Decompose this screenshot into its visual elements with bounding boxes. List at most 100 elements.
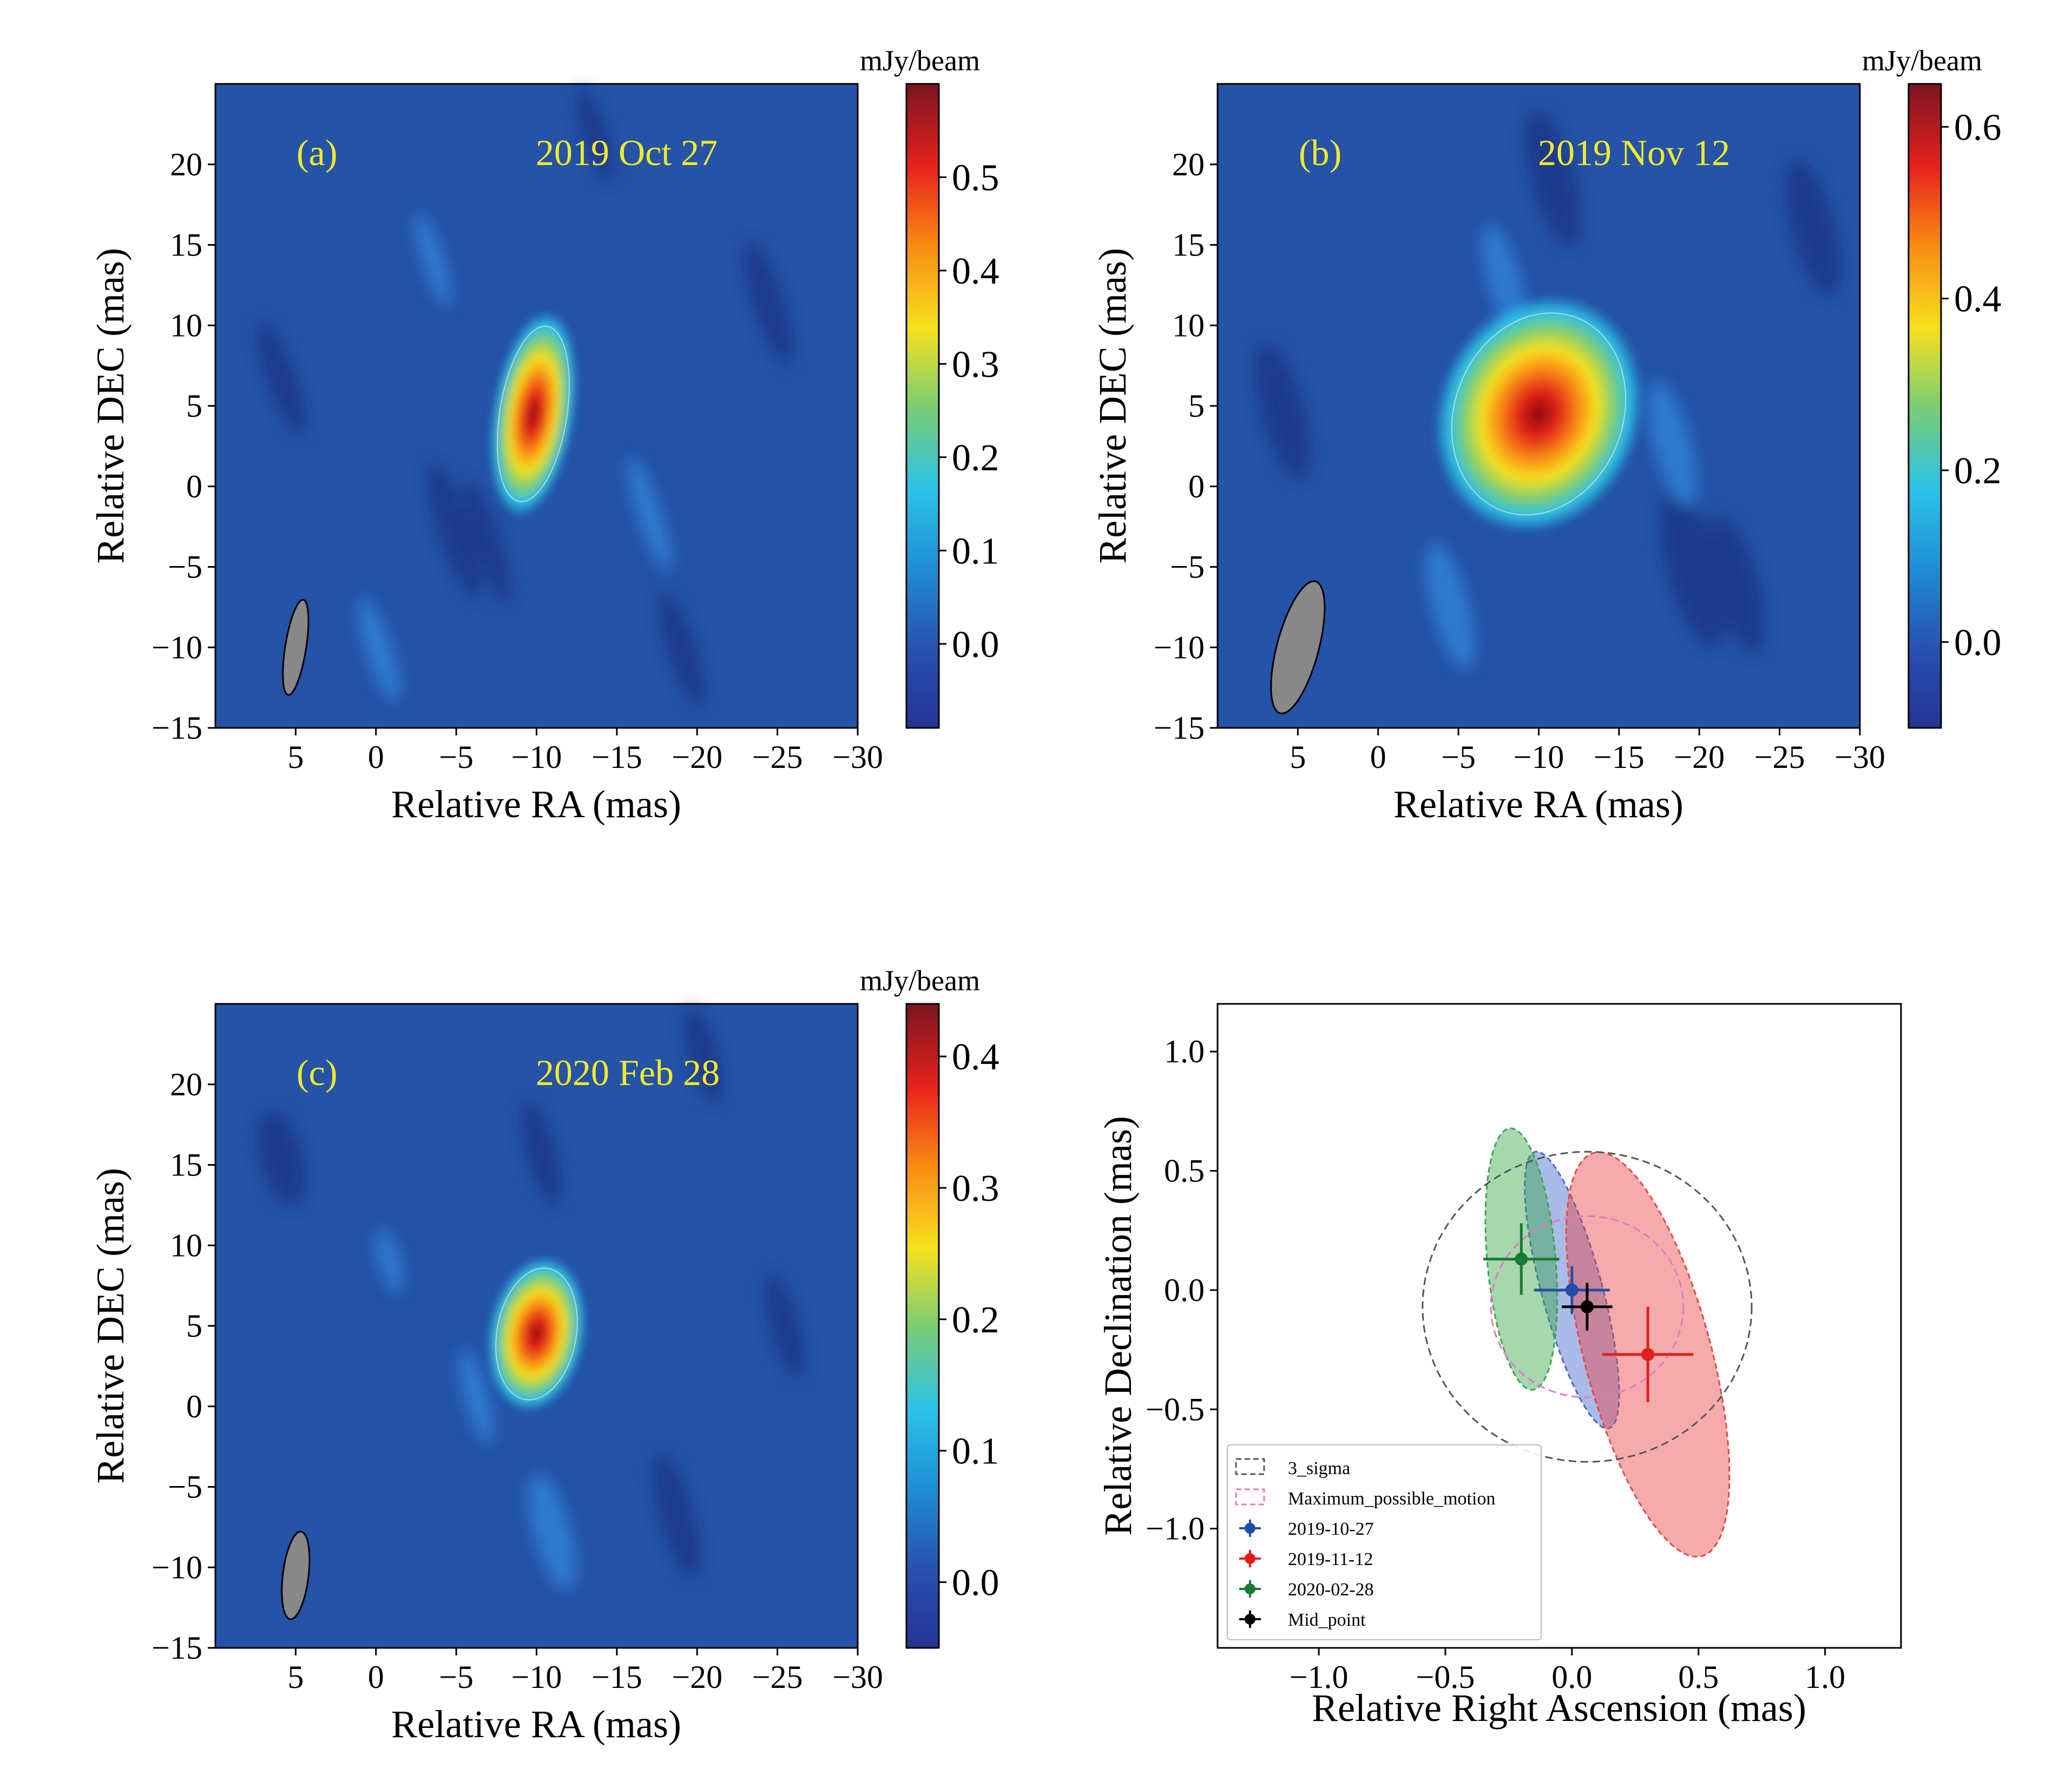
panel-a: (a) 2019 Oct 27 5 0 −5 −10 −15 −20 −25 −30 −15−… bbox=[89, 44, 999, 826]
panel-a-beam bbox=[282, 599, 310, 696]
panel-c-beam-ellipse bbox=[281, 1530, 311, 1620]
panel-c-colorbar-tick-label: 0.0 bbox=[952, 1562, 999, 1604]
panel-c-colorbar-tick-label: 0.4 bbox=[952, 1036, 999, 1078]
panel-b-source-blob bbox=[1434, 295, 1643, 533]
panel-a-xtick-label: −20 bbox=[672, 739, 722, 775]
panel-b-xlabel: Relative RA (mas) bbox=[1393, 783, 1683, 826]
panel-c-ytick-label: −5 bbox=[168, 1469, 202, 1505]
point-Mid_point bbox=[1580, 1300, 1594, 1313]
panel-a-colorbar-label: mJy/beam bbox=[860, 44, 980, 77]
panel-b-colorbar-label: mJy/beam bbox=[1862, 44, 1982, 77]
panel-b-ytick-label: −15 bbox=[1154, 710, 1205, 746]
panel-a-xticks: 5 0 −5 −10 −15 −20 −25 −30 bbox=[287, 728, 883, 775]
panel-b-colorbar-ticks: 0.0 0.2 0.4 0.6 bbox=[1941, 107, 2002, 663]
panel-d-ytick-label: −1.0 bbox=[1146, 1511, 1205, 1547]
panel-b: (b) 2019 Nov 12 5 0 −5 −10 −15 −20 −25 −30 −15−… bbox=[1091, 44, 2002, 826]
point-2019-11-12 bbox=[1641, 1348, 1655, 1361]
panel-c-source bbox=[487, 1257, 586, 1411]
panel-c-xticks: 5 0 −5 −10 −15 −20 −25 −30 bbox=[287, 1648, 883, 1695]
panel-c-colorbar: mJy/beam 0.0 0.1 0.2 0.3 0.4 bbox=[860, 964, 999, 1649]
panel-a-ylabel: Relative DEC (mas) bbox=[89, 248, 132, 564]
panel-c-source-contour bbox=[495, 1267, 578, 1401]
panel-b-ytick-label: 20 bbox=[1172, 147, 1205, 182]
circle-maximum_possible_motion bbox=[1490, 1215, 1685, 1398]
panel-c-noise bbox=[256, 1008, 805, 1589]
panel-c-colorbar-tick-label: 0.2 bbox=[952, 1299, 999, 1341]
panel-a-date: 2019 Oct 27 bbox=[536, 132, 718, 173]
panel-b-ytick-label: 5 bbox=[1188, 388, 1205, 424]
panel-b-xtick-label: 0 bbox=[1370, 739, 1386, 775]
legend-swatch-Mid_point-dot bbox=[1245, 1614, 1255, 1625]
panel-c-ytick-label: −10 bbox=[152, 1549, 202, 1585]
panel-a-xtick-label: 5 bbox=[287, 739, 304, 775]
legend-swatch-3_sigma bbox=[1235, 1458, 1265, 1475]
panel-a-ytick-label: −15 bbox=[152, 710, 202, 746]
panel-b-colorbar-tick-label: 0.0 bbox=[1954, 622, 2002, 663]
panel-b-ytick-label: 10 bbox=[1172, 307, 1205, 343]
panel-d-xticks: −1.0 −0.5 0.0 0.5 1.0 bbox=[1290, 1648, 1845, 1695]
panel-b-xtick-label: −30 bbox=[1834, 739, 1885, 775]
legend-swatch-2020-02-28-dot bbox=[1245, 1583, 1255, 1594]
panel-a-ytick-label: 20 bbox=[170, 147, 202, 182]
panel-b-label: (b) bbox=[1299, 132, 1341, 173]
panel-c-colorbar-ticks: 0.0 0.1 0.2 0.3 0.4 bbox=[939, 1036, 999, 1604]
panel-b-xticks: 5 0 −5 −10 −15 −20 −25 −30 bbox=[1290, 728, 1885, 775]
panel-a-xtick-label: 0 bbox=[368, 739, 384, 775]
panel-c-map bbox=[214, 1003, 859, 1649]
panel-b-source-contour bbox=[1451, 312, 1627, 516]
panel-a-colorbar-tick-label: 0.4 bbox=[952, 251, 999, 292]
panel-c-xtick-label: −20 bbox=[672, 1659, 722, 1695]
panel-c-source-blob bbox=[487, 1257, 586, 1411]
panel-c-colorbar-label: mJy/beam bbox=[860, 964, 980, 997]
panel-b-colorbar-tick-label: 0.4 bbox=[1954, 279, 2002, 320]
panel-d-xtick-label: −0.5 bbox=[1416, 1659, 1475, 1695]
legend-label: 3_sigma bbox=[1288, 1458, 1350, 1478]
panel-c-xtick-label: 0 bbox=[368, 1659, 384, 1695]
panel-c-xtick-label: −10 bbox=[511, 1659, 562, 1695]
panel-c-ytick-label: −15 bbox=[152, 1630, 202, 1666]
panel-b-colorbar-tick-label: 0.6 bbox=[1954, 107, 2002, 148]
panel-b-xtick-label: 5 bbox=[1290, 739, 1306, 775]
legend-swatch-maximum_possible_motion bbox=[1235, 1488, 1265, 1506]
panel-c-xtick-label: −5 bbox=[439, 1659, 473, 1695]
panel-a-colorbar: mJy/beam 0.0 0.1 0.2 0.3 0.4 0.5 bbox=[860, 44, 999, 729]
panel-d-ytick-label: 0.0 bbox=[1164, 1272, 1205, 1308]
panel-b-yticks: −15 −10 −5 0 5 10 15 20 bbox=[1154, 147, 1218, 746]
panel-b-ytick-label: −5 bbox=[1170, 549, 1205, 585]
panel-c-xtick-label: −30 bbox=[832, 1659, 883, 1695]
panel-b-xtick-label: −25 bbox=[1754, 739, 1805, 775]
panel-a-xtick-label: −5 bbox=[439, 739, 473, 775]
circle-3_sigma bbox=[1422, 1151, 1753, 1463]
legend-swatch-2019-10-27-dot bbox=[1245, 1523, 1255, 1534]
panel-a-xtick-label: −25 bbox=[752, 739, 803, 775]
panel-c-colorbar-tick-label: 0.1 bbox=[952, 1431, 999, 1473]
panel-a-map bbox=[214, 83, 859, 729]
panel-b-ytick-label: 0 bbox=[1188, 469, 1205, 504]
panel-b-map bbox=[1216, 83, 1861, 729]
legend-label: Maximum_possible_motion bbox=[1288, 1489, 1495, 1509]
panel-a-source-contour bbox=[497, 325, 570, 502]
panel-b-xtick-label: −10 bbox=[1514, 739, 1564, 775]
legend-label: Mid_point bbox=[1288, 1610, 1366, 1630]
panel-d-ytick-label: −0.5 bbox=[1146, 1391, 1205, 1427]
panel-d: −1.0 −0.5 0.0 0.5 1.0 −1.0 −0.5 0.0 0.5 1.0 Rela… bbox=[1096, 1003, 1902, 1730]
panel-d-xtick-label: −1.0 bbox=[1290, 1659, 1349, 1695]
panel-a-label: (a) bbox=[297, 132, 337, 173]
legend-label: 2019-11-12 bbox=[1288, 1549, 1373, 1569]
panel-a-colorbar-tick-label: 0.0 bbox=[952, 624, 999, 666]
panel-a-colorbar-ticks: 0.0 0.1 0.2 0.3 0.4 0.5 bbox=[939, 157, 999, 666]
panel-a-xtick-label: −15 bbox=[591, 739, 642, 775]
panel-b-beam-ellipse bbox=[1270, 580, 1326, 714]
panel-a-source bbox=[490, 311, 577, 517]
panel-a-xtick-label: −30 bbox=[832, 739, 883, 775]
panel-c-xtick-label: 5 bbox=[287, 1659, 304, 1695]
panel-b-colorbar: mJy/beam 0.0 0.2 0.4 0.6 bbox=[1862, 44, 2002, 729]
panel-c-ylabel: Relative DEC (mas) bbox=[89, 1168, 132, 1484]
panel-c-ytick-label: 10 bbox=[170, 1227, 202, 1263]
panel-a-ytick-label: 0 bbox=[186, 469, 202, 504]
panel-c-ytick-label: 0 bbox=[186, 1389, 202, 1424]
panel-a-yticks: −15 −10 −5 0 5 10 15 20 bbox=[152, 147, 215, 746]
panel-d-xtick-label: 0.5 bbox=[1678, 1659, 1719, 1695]
panel-d-plot bbox=[1422, 1127, 1753, 1558]
panel-d-ytick-label: 1.0 bbox=[1164, 1034, 1205, 1069]
